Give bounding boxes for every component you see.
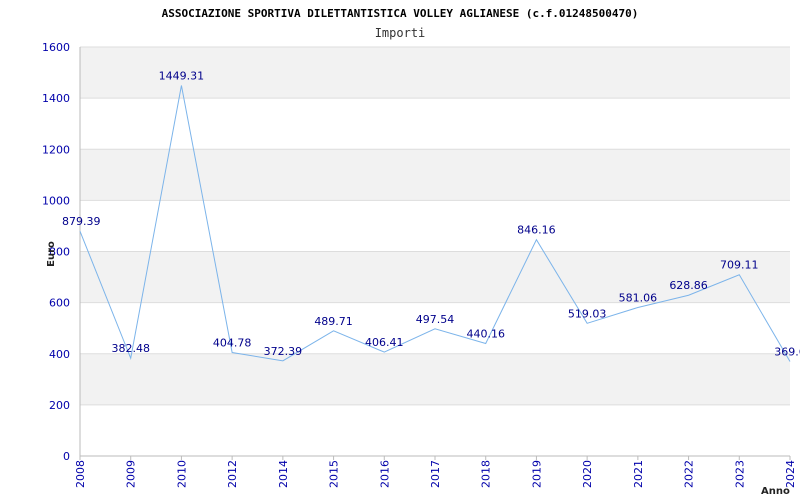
data-label: 497.54 bbox=[416, 313, 455, 326]
x-tick-label: 2021 bbox=[632, 460, 645, 488]
x-axis-label: Anno bbox=[761, 486, 790, 497]
grid-band bbox=[80, 353, 790, 405]
y-axis-label: Euro bbox=[46, 241, 57, 267]
data-label: 489.71 bbox=[314, 315, 353, 328]
y-tick-label: 600 bbox=[49, 297, 70, 310]
x-tick-label: 2014 bbox=[277, 460, 290, 488]
y-tick-label: 1400 bbox=[42, 92, 70, 105]
x-tick-label: 2017 bbox=[429, 460, 442, 488]
data-labels: 879.39 382.48 1449.31 404.78 372.39 489.71 406… bbox=[62, 70, 800, 359]
data-label: 406.41 bbox=[365, 336, 404, 349]
data-label: 1449.31 bbox=[159, 70, 205, 83]
x-tick-label: 2023 bbox=[733, 460, 746, 488]
data-label: 846.16 bbox=[517, 224, 556, 237]
x-tick-label: 2020 bbox=[581, 460, 594, 488]
grid-band bbox=[80, 47, 790, 99]
y-tick-label: 1600 bbox=[42, 41, 70, 54]
x-axis-ticks: 2008 2009 2010 2012 2014 2015 2016 2017 2018 2019… bbox=[74, 456, 797, 488]
x-tick-label: 2009 bbox=[125, 460, 138, 488]
y-tick-label: 200 bbox=[49, 399, 70, 412]
data-label: 879.39 bbox=[62, 215, 101, 228]
grid-bands bbox=[80, 47, 790, 405]
y-tick-label: 0 bbox=[63, 450, 70, 463]
y-tick-label: 400 bbox=[49, 348, 70, 361]
data-label: 709.11 bbox=[720, 259, 759, 272]
x-tick-label: 2016 bbox=[378, 460, 391, 488]
x-tick-label: 2010 bbox=[175, 460, 188, 488]
data-label: 372.39 bbox=[264, 345, 303, 358]
grid-band bbox=[80, 149, 790, 201]
y-tick-label: 1000 bbox=[42, 194, 70, 207]
data-label: 382.48 bbox=[111, 342, 150, 355]
x-tick-label: 2019 bbox=[530, 460, 543, 488]
x-tick-label: 2024 bbox=[784, 460, 797, 488]
data-label: 519.03 bbox=[568, 307, 607, 320]
data-label: 369.6 bbox=[774, 346, 800, 359]
data-label: 404.78 bbox=[213, 337, 252, 350]
x-tick-label: 2012 bbox=[226, 460, 239, 488]
grid-band bbox=[80, 251, 790, 303]
x-tick-label: 2022 bbox=[683, 460, 696, 488]
y-tick-label: 800 bbox=[49, 246, 70, 259]
chart-title: ASSOCIAZIONE SPORTIVA DILETTANTISTICA VO… bbox=[162, 7, 639, 20]
grid-lines bbox=[80, 46, 790, 457]
series-line bbox=[79, 85, 791, 362]
data-label: 581.06 bbox=[619, 291, 658, 304]
data-label: 440.16 bbox=[466, 327, 505, 340]
data-label: 628.86 bbox=[669, 279, 708, 292]
x-tick-label: 2008 bbox=[74, 460, 87, 488]
chart-subtitle: Importi bbox=[375, 26, 426, 40]
y-tick-label: 1200 bbox=[42, 143, 70, 156]
x-tick-label: 2015 bbox=[328, 460, 341, 488]
x-tick-label: 2018 bbox=[480, 460, 493, 488]
y-axis-ticks: 0 200 400 600 800 1000 1200 1400 1600 bbox=[42, 41, 70, 463]
